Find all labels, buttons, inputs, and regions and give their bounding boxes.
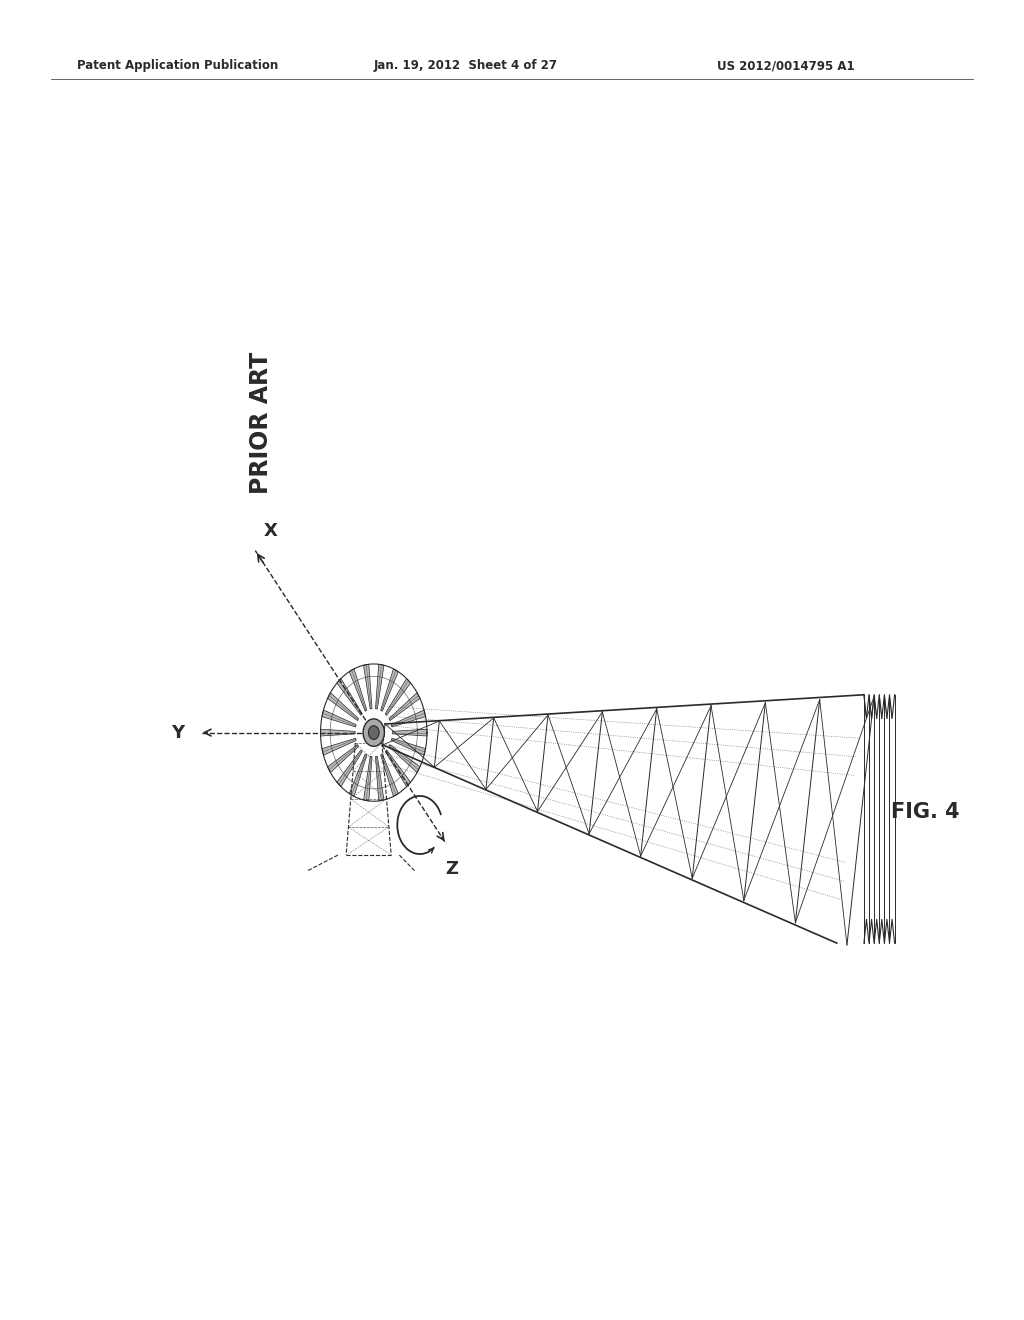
Polygon shape [321,729,355,737]
Polygon shape [328,693,358,721]
Text: X: X [263,521,278,540]
Text: PRIOR ART: PRIOR ART [249,351,273,494]
Polygon shape [349,754,367,796]
Polygon shape [385,678,411,715]
Circle shape [369,726,379,739]
Polygon shape [328,744,358,772]
Polygon shape [389,744,420,772]
Text: Y: Y [171,723,184,742]
Polygon shape [389,693,420,721]
Polygon shape [391,710,426,727]
Polygon shape [349,669,367,711]
Polygon shape [385,750,411,787]
Polygon shape [337,750,362,787]
Polygon shape [391,738,426,755]
Polygon shape [381,754,398,796]
Polygon shape [337,678,362,715]
Text: FIG. 4: FIG. 4 [891,801,959,822]
Polygon shape [322,738,356,755]
Text: Patent Application Publication: Patent Application Publication [77,59,279,73]
Text: US 2012/0014795 A1: US 2012/0014795 A1 [717,59,854,73]
Text: Jan. 19, 2012  Sheet 4 of 27: Jan. 19, 2012 Sheet 4 of 27 [374,59,558,73]
Polygon shape [322,710,356,727]
Polygon shape [392,729,427,737]
Polygon shape [381,669,398,711]
Polygon shape [376,756,384,801]
Polygon shape [364,664,372,709]
Polygon shape [376,664,384,709]
Polygon shape [364,756,372,801]
Text: Z: Z [444,859,458,878]
Circle shape [364,719,384,746]
